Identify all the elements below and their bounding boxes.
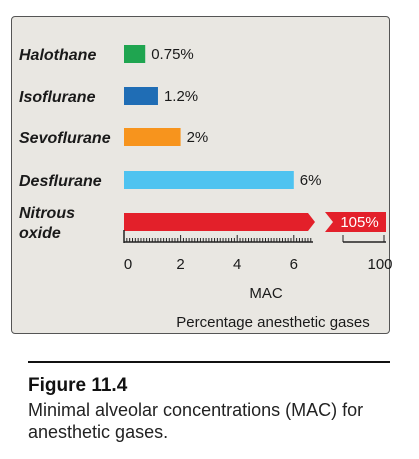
x-tick-label-100: 100 (367, 256, 392, 273)
category-label-desflurane: Desflurane (19, 173, 102, 190)
value-label-isoflurane: 1.2% (164, 88, 198, 105)
value-label-sevoflurane: 2% (187, 129, 209, 146)
bar-isoflurane (124, 87, 158, 105)
category-label-nitrous-oxide: Nitrous oxide (19, 205, 75, 242)
x-tick-label-4: 4 (233, 256, 241, 273)
x-tick-label-2: 2 (176, 256, 184, 273)
bar-chart: Halothane Isoflurane Sevoflurane Desflurane… (19, 45, 393, 331)
bar-halothane (124, 45, 146, 63)
bar-sevoflurane (124, 128, 181, 146)
category-label-halothane: Halothane (19, 47, 96, 64)
category-label-sevoflurane: Sevoflurane (19, 130, 111, 147)
value-label-halothane: 0.75% (151, 46, 194, 63)
x-tick-label-6: 6 (290, 256, 298, 273)
x-axis-title: MAC (249, 285, 283, 302)
category-label-isoflurane: Isoflurane (19, 89, 96, 106)
x-tick-label-0: 0 (124, 256, 132, 273)
chart-footer-label: Percentage anesthetic gases (176, 314, 369, 331)
bar-nitrous-oxide-extension (325, 212, 386, 232)
value-label-desflurane: 6% (300, 172, 322, 189)
bar-desflurane (124, 171, 294, 189)
caption-divider (28, 361, 390, 363)
value-label-nitrous-oxide: 105% (340, 214, 378, 231)
bar-nitrous-oxide (124, 213, 315, 231)
figure-number: Figure 11.4 (28, 375, 128, 396)
figure-caption: Minimal alveolar concentrations (MAC) fo… (28, 400, 364, 442)
